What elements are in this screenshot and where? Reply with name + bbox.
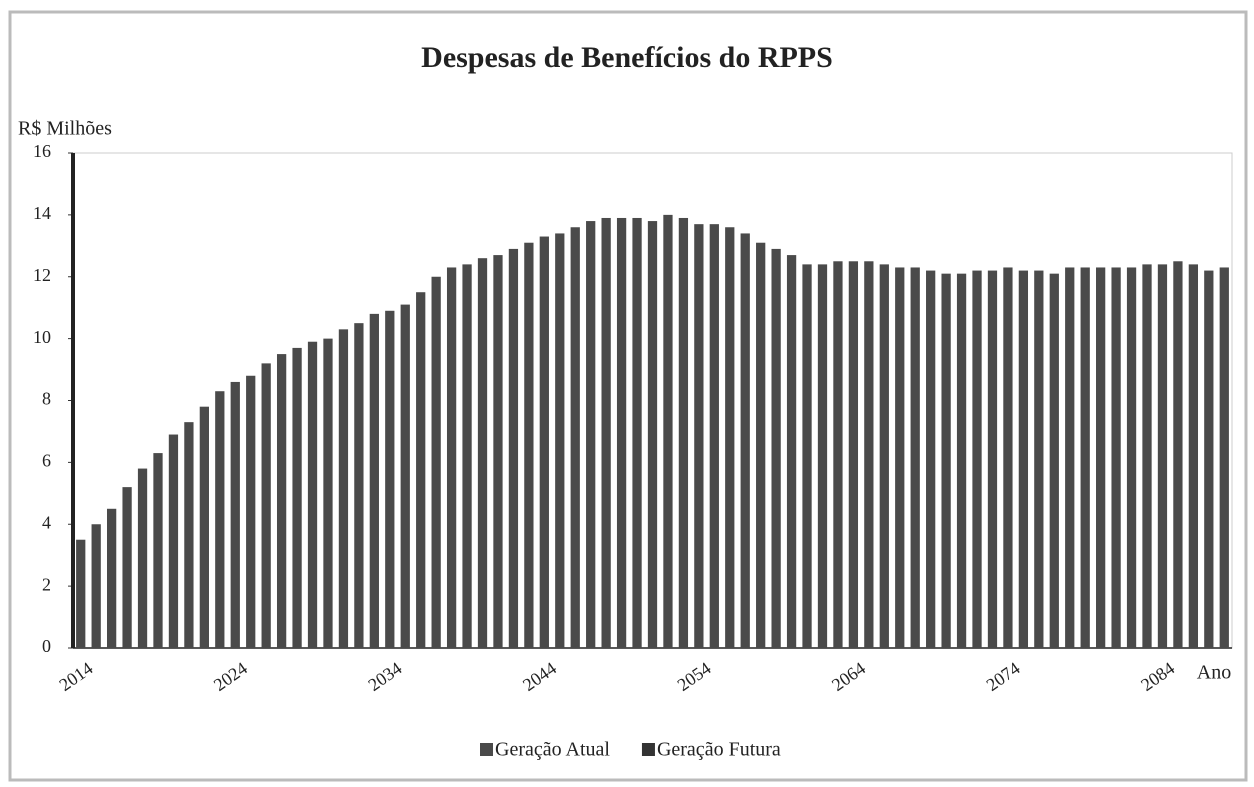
bar (941, 273, 951, 648)
bar (153, 453, 163, 648)
bar (756, 242, 766, 648)
bar (215, 391, 225, 648)
bar (1142, 264, 1152, 648)
bar (616, 217, 627, 648)
bar (354, 323, 364, 648)
bar (106, 508, 117, 648)
bar (1188, 264, 1199, 648)
y-tick-label: 14 (33, 203, 51, 223)
y-tick-label: 16 (33, 141, 51, 161)
legend-label: Geração Atual (495, 739, 610, 761)
bar (910, 267, 920, 648)
y-tick-label: 12 (33, 265, 51, 285)
bar (864, 261, 874, 648)
bar (261, 363, 271, 648)
bar (1034, 270, 1044, 648)
bar (385, 310, 395, 648)
bar (987, 270, 998, 648)
bar (1080, 267, 1090, 648)
bar (400, 304, 410, 648)
bar (848, 261, 859, 648)
bar (1003, 267, 1013, 648)
bar (817, 264, 828, 648)
bar (431, 276, 441, 648)
bar (802, 264, 812, 648)
legend-swatch (641, 743, 655, 756)
y-axis-label: R$ Milhões (18, 118, 112, 140)
bar (446, 267, 457, 648)
legend-swatch (480, 743, 493, 756)
bar (508, 248, 519, 648)
y-tick-label: 2 (42, 574, 51, 594)
bar (771, 248, 781, 648)
bar (137, 468, 148, 648)
bar (972, 270, 982, 648)
bar (725, 227, 735, 648)
bar (678, 217, 689, 648)
bar (1111, 267, 1121, 648)
bar (879, 264, 889, 648)
bar (369, 313, 379, 648)
bar (76, 539, 86, 648)
bar (570, 227, 580, 648)
bar (122, 487, 132, 648)
bar (1049, 273, 1059, 648)
bar (416, 292, 426, 648)
bar (323, 338, 333, 648)
bar (709, 224, 719, 648)
bar (786, 255, 797, 648)
bar (1157, 264, 1168, 648)
bar (833, 261, 843, 648)
bar (694, 224, 704, 648)
chart-title: Despesas de Benefícios do RPPS (421, 41, 833, 74)
bar (601, 217, 611, 648)
bar (555, 233, 565, 648)
bar (276, 354, 287, 648)
bar (1096, 267, 1106, 648)
bar (1204, 270, 1214, 648)
bar (956, 273, 967, 648)
bar (338, 329, 349, 648)
y-tick-label: 4 (42, 512, 51, 532)
bar (1173, 261, 1183, 648)
y-tick-label: 6 (42, 451, 51, 471)
bar (1219, 267, 1229, 648)
bar (493, 255, 503, 648)
y-tick-label: 8 (42, 389, 51, 409)
bar (926, 270, 936, 648)
bar (292, 347, 302, 648)
bar (1065, 267, 1075, 648)
bar (895, 267, 905, 648)
frame (8, 10, 1248, 782)
bar (307, 341, 318, 648)
bar (586, 221, 596, 648)
bar (230, 381, 240, 648)
bar (477, 258, 488, 648)
bar (168, 434, 179, 648)
bar (632, 217, 642, 648)
bar (524, 242, 534, 648)
x-axis-label: Ano (1197, 662, 1231, 684)
y-tick-label: 10 (33, 327, 51, 347)
bar (246, 375, 256, 648)
bar (462, 264, 472, 648)
legend-label: Geração Futura (657, 739, 781, 761)
bar (1126, 267, 1137, 648)
bar (184, 422, 194, 648)
y-tick-label: 0 (42, 636, 51, 656)
bar (647, 221, 658, 648)
bar (663, 214, 673, 648)
bar (91, 524, 101, 648)
bar (539, 236, 549, 648)
bar (199, 406, 209, 648)
bar (740, 233, 750, 648)
bar (1018, 270, 1029, 648)
